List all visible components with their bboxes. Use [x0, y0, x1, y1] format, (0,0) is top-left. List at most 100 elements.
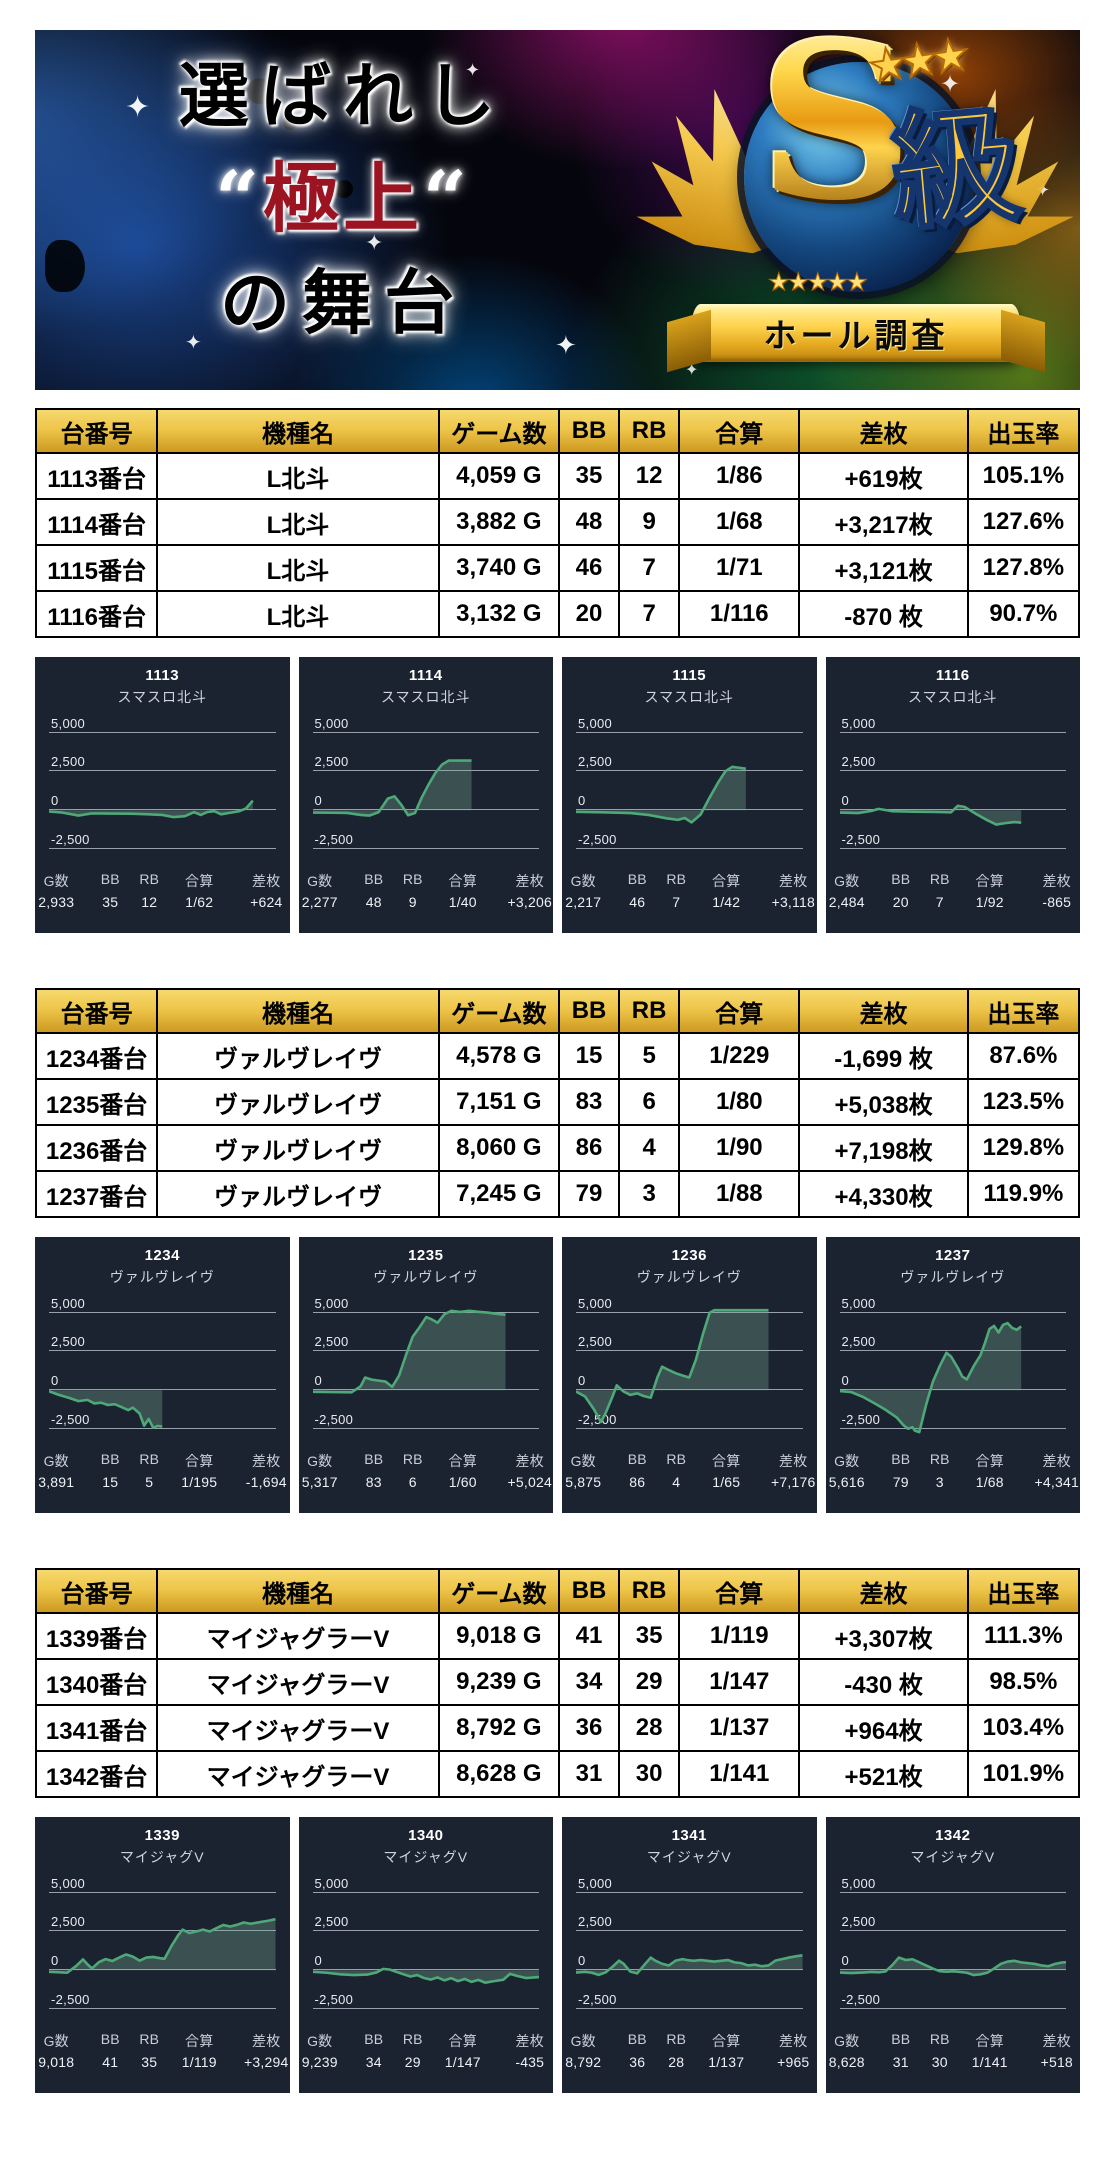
table-row: 1115番台 L北斗 3,740 G 46 7 1/71 +3,121枚 127.8% [34, 544, 1081, 592]
chart-machine-number: 1116 [935, 667, 970, 684]
stat-label: 合算 [712, 2033, 741, 2049]
table-header-row: 台番号 機種名 ゲーム数 BB RB 合算 差枚 出玉率 [34, 1568, 1081, 1614]
slump-chart-row: 1234 ヴァルヴレイヴ 5,000 2,500 0 -2,500 G数 BB RB 合算 差枚 3,… [35, 1237, 1080, 1513]
table-row: 1234番台 ヴァルヴレイヴ 4,578 G 15 5 1/229 -1,699 枚 87.6… [34, 1032, 1081, 1080]
stat-label: 差枚 [1042, 873, 1071, 889]
axis-tick-label: 2,500 [314, 1334, 349, 1350]
column-header: 台番号 [34, 1568, 159, 1614]
chart-panel: 1339 マイジャグV 5,000 2,500 0 -2,500 G数 BB RB 合算 差枚 9,0… [35, 1817, 290, 2093]
stat-label: G数 [570, 2033, 596, 2049]
slump-line-svg [312, 1871, 539, 2023]
gridline: 0 [312, 1373, 539, 1391]
rb-count-cell: 35 [618, 1612, 681, 1660]
chart-panel: 1340 マイジャグV 5,000 2,500 0 -2,500 G数 BB RB 合算 差枚 9,2… [298, 1817, 553, 2093]
chart-stats-labels: G数 BB RB 合算 差枚 [307, 1451, 544, 1471]
chart-stats-labels: G数 BB RB 合算 差枚 [571, 1451, 808, 1471]
stat-label: 差枚 [252, 2033, 281, 2049]
gridline: -2,500 [312, 1412, 539, 1430]
stat-label: 合算 [975, 2033, 1004, 2049]
chart-stats-labels: G数 BB RB 合算 差枚 [307, 871, 544, 891]
chart-machine-number: 1341 [671, 1827, 707, 1844]
bb-count-cell: 79 [557, 1170, 621, 1218]
stat-label: 合算 [448, 873, 477, 889]
axis-tick-label: -2,500 [841, 832, 881, 848]
stat-label: 差枚 [779, 1453, 808, 1469]
chart-stats-values: 2,484 20 7 1/92 -865 [829, 891, 1071, 910]
gridline: 0 [576, 793, 803, 811]
gridline: -2,500 [49, 832, 276, 850]
slump-line-svg [312, 1291, 540, 1443]
stat-label: 合算 [975, 873, 1004, 889]
machine-name-cell: ヴァルヴレイヴ [156, 1170, 440, 1218]
banner-title-line1: 選ばれし [179, 54, 507, 137]
machine-name-cell: マイジャグラーV [156, 1750, 440, 1798]
table-row: 1341番台 マイジャグラーV 8,792 G 36 28 1/137 +964枚 103.4… [34, 1704, 1081, 1752]
stat-label: BB [627, 1451, 647, 1467]
payout-rate-cell: 101.9% [966, 1750, 1081, 1798]
page: 選ばれし “極上“ の舞台 S 級 ★★★ ★★★★★ ホール調査 台番号機種名… [0, 0, 1115, 2093]
chart-stats: G数 BB RB 合算 差枚 2,484 20 7 1/92 -865 [829, 871, 1071, 910]
table-row: 1339番台 マイジャグラーV 9,018 G 41 35 1/119 +3,307枚 111… [34, 1612, 1081, 1660]
axis-tick-label: 2,500 [51, 754, 86, 770]
payout-rate-cell: 127.6% [966, 498, 1081, 546]
chart-stats-values: 3,891 15 5 1/195 -1,694 [38, 1471, 286, 1490]
gridline: 5,000 [312, 1876, 539, 1893]
combined-rate-cell: 1/119 [678, 1612, 801, 1660]
ink-splatter [247, 78, 273, 104]
stat-label: 合算 [185, 1453, 214, 1469]
chart-panel: 1115 スマスロ北斗 5,000 2,500 0 -2,500 G数 BB RB 合算 差枚 2,2… [562, 657, 817, 933]
gridline: -2,500 [49, 1412, 276, 1430]
machine-number-cell: 1237番台 [34, 1170, 159, 1218]
stat-label: 差枚 [252, 1453, 281, 1469]
stat-value: +4,341 [1034, 1474, 1079, 1490]
bb-count-cell: 41 [557, 1612, 621, 1660]
table-row: 1116番台 L北斗 3,132 G 20 7 1/116 -870 枚 90.7% [34, 590, 1081, 638]
coin-diff-cell: -870 枚 [798, 590, 969, 638]
axis-tick-label: 2,500 [578, 754, 613, 770]
column-header: 合算 [678, 408, 801, 454]
gridline: 0 [576, 1953, 803, 1971]
stat-label: BB [364, 1451, 384, 1467]
axis-tick-label: 5,000 [51, 1875, 86, 1891]
stat-value: 2,933 [38, 894, 75, 910]
chart-stats-labels: G数 BB RB 合算 差枚 [571, 2031, 808, 2051]
chart-stats-values: 2,277 48 9 1/40 +3,206 [302, 891, 552, 910]
stat-label: 差枚 [779, 873, 808, 889]
stat-label: RB [666, 2031, 687, 2047]
stat-label: 合算 [448, 2033, 477, 2049]
combined-rate-cell: 1/229 [678, 1032, 801, 1080]
slump-chart-row: 1339 マイジャグV 5,000 2,500 0 -2,500 G数 BB RB 合算 差枚 9,0… [35, 1817, 1080, 2093]
slump-line-svg [312, 711, 540, 863]
gridline: 5,000 [312, 1296, 539, 1313]
stat-value: 29 [404, 2054, 421, 2070]
slump-line-svg [49, 711, 276, 863]
stat-label: G数 [43, 1453, 69, 1469]
chart-stats-labels: G数 BB RB 合算 差枚 [44, 1451, 281, 1471]
rb-count-cell: 5 [618, 1032, 681, 1080]
chart-machine-number: 1114 [408, 667, 443, 684]
chart-machine-name: スマスロ北斗 [907, 689, 998, 705]
chart-panel: 1234 ヴァルヴレイヴ 5,000 2,500 0 -2,500 G数 BB RB 合算 差枚 3,… [35, 1237, 290, 1513]
machine-stats-table: 台番号 機種名 ゲーム数 BB RB 合算 差枚 出玉率 1339番台 マイジャグラーV 9,01… [34, 1568, 1081, 1798]
slump-graph: 5,000 2,500 0 -2,500 [312, 1871, 539, 2023]
stat-value: 46 [629, 894, 646, 910]
medal-circle [744, 62, 974, 292]
ink-splatter [283, 116, 297, 130]
stat-label: 差枚 [1042, 1453, 1071, 1469]
slump-graph: 5,000 2,500 0 -2,500 [49, 711, 276, 863]
machine-section-hokuto: 台番号 機種名 ゲーム数 BB RB 合算 差枚 出玉率 1113番台 L北斗 4,059 G 35… [34, 408, 1081, 933]
bb-count-cell: 48 [557, 498, 621, 546]
machine-number-cell: 1115番台 [34, 544, 159, 592]
axis-tick-label: 2,500 [841, 1334, 876, 1350]
chart-machine-number: 1234 [144, 1247, 180, 1264]
bb-count-cell: 86 [557, 1124, 621, 1172]
chart-panel: 1235 ヴァルヴレイヴ 5,000 2,500 0 -2,500 G数 BB RB 合算 差枚 5,… [298, 1237, 553, 1513]
stat-value: 8,628 [828, 2054, 865, 2070]
banner-title: 選ばれし “極上“ の舞台 [83, 46, 603, 353]
column-header: RB [618, 1568, 681, 1614]
combined-rate-cell: 1/137 [678, 1704, 801, 1752]
column-header: 差枚 [798, 1568, 969, 1614]
slump-graph: 5,000 2,500 0 -2,500 [312, 711, 540, 863]
gridline: 5,000 [839, 1296, 1066, 1313]
chart-stats-values: 5,317 83 6 1/60 +5,024 [302, 1471, 552, 1490]
